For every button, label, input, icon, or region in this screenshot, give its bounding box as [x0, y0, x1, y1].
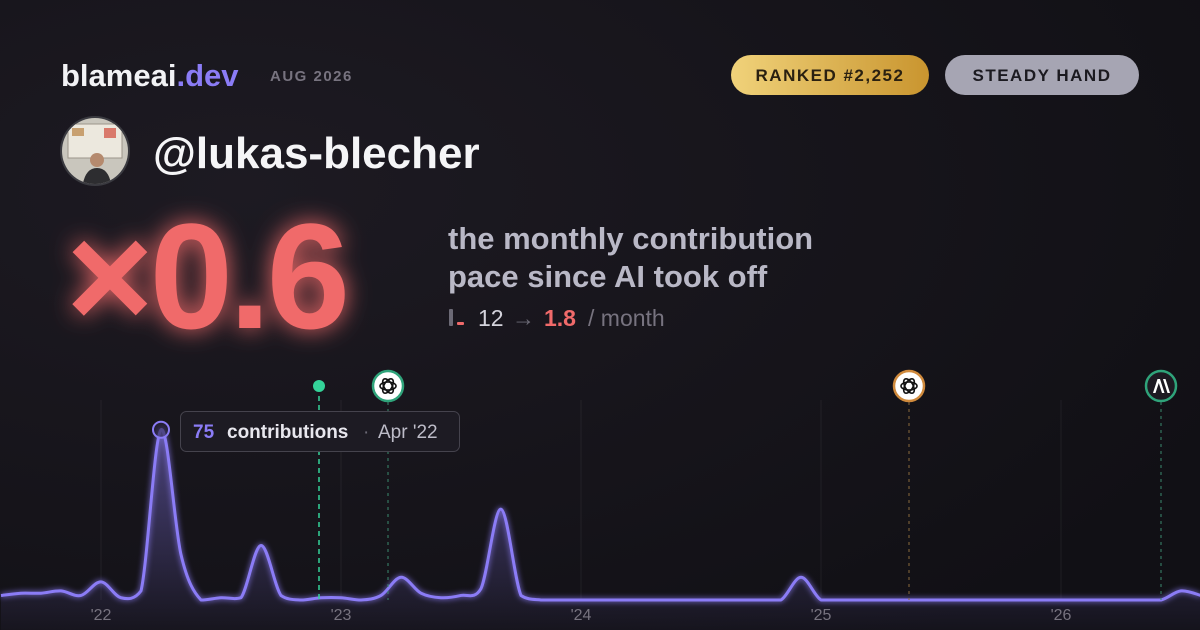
pace-unit: / month	[588, 305, 665, 331]
rank-badge-text: RANKED #2,252	[756, 66, 905, 85]
x-tick-label: '22	[91, 607, 112, 624]
brand-suffix: .dev	[176, 58, 239, 93]
mini-bars	[449, 309, 464, 326]
tooltip-box	[180, 411, 460, 452]
username: @lukas-blecher	[153, 129, 480, 178]
caption: the monthly contribution	[448, 221, 813, 256]
line	[0, 428, 1200, 602]
caption: pace since AI took off	[448, 259, 768, 294]
tooltip: 75 contributions · Apr '22	[180, 411, 460, 452]
pace: 12 → 1.8 / month	[478, 305, 665, 331]
x-tick-label: '24	[571, 607, 592, 624]
pace-before: 12	[478, 305, 504, 331]
anthropic-icon	[1144, 369, 1178, 403]
tooltip-unit: contributions	[227, 422, 348, 443]
tooltip-separator: ·	[363, 422, 369, 443]
pace-arrow: →	[512, 305, 535, 331]
brand: blameai.dev	[61, 58, 239, 93]
date: AUG 2026	[270, 68, 353, 85]
event-markers	[313, 369, 1178, 600]
style-badge	[945, 55, 1139, 95]
x-tick-label: '25	[811, 607, 832, 624]
tooltip-date: Apr '22	[378, 422, 438, 443]
brand-name: blameai	[61, 58, 176, 93]
openai-icon	[371, 369, 405, 403]
openai-icon	[892, 369, 926, 403]
tooltip-value: 75	[193, 422, 215, 443]
multiplier: ×0.6	[66, 192, 346, 360]
tooltip-text: 75 contributions · Apr '22	[193, 422, 438, 443]
rank-badge	[731, 55, 929, 95]
avatar	[60, 116, 130, 186]
pace-after: 1.8	[544, 305, 576, 331]
highlight-point	[152, 420, 170, 439]
area-fill	[1, 429, 1200, 630]
chart	[0, 400, 1200, 630]
x-tick-label: '23	[331, 607, 352, 624]
style-badge-text: STEADY HAND	[973, 66, 1112, 85]
x-tick-label: '26	[1051, 607, 1072, 624]
event-dot	[313, 380, 325, 392]
